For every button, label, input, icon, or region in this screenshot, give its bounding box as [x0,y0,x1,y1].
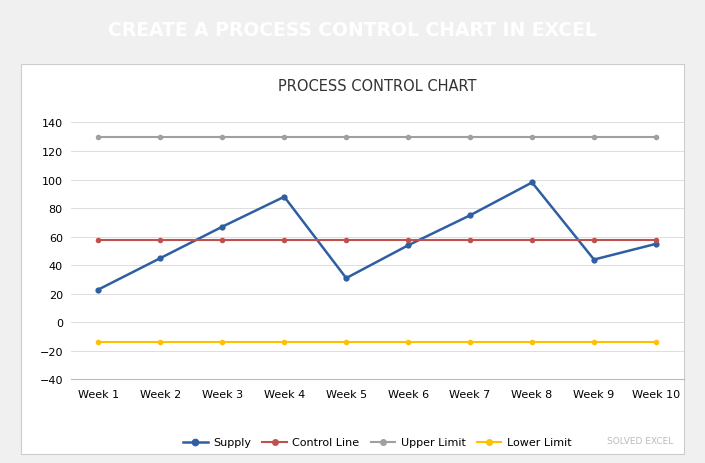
Lower Limit [156,340,164,345]
Upper Limit [466,135,474,140]
Legend: Supply, Control Line, Upper Limit, Lower Limit: Supply, Control Line, Upper Limit, Lower… [179,433,575,452]
Lower Limit [651,340,660,345]
Control Line [280,237,288,243]
Supply [342,276,350,282]
Lower Limit [466,340,474,345]
Supply [280,194,288,200]
Lower Limit [280,340,288,345]
Lower Limit [528,340,537,345]
Supply [590,257,599,263]
Control Line [156,237,164,243]
Control Line [94,237,103,243]
Lower Limit [590,340,599,345]
Lower Limit [218,340,226,345]
Supply [651,242,660,247]
Upper Limit [404,135,412,140]
Control Line [342,237,350,243]
Supply [528,180,537,186]
Supply [94,287,103,293]
Upper Limit [218,135,226,140]
Control Line [466,237,474,243]
Upper Limit [528,135,537,140]
Line: Supply: Supply [95,180,659,293]
Control Line [528,237,537,243]
Control Line [218,237,226,243]
Text: SOLVED EXCEL: SOLVED EXCEL [607,437,673,445]
Lower Limit [94,340,103,345]
Upper Limit [156,135,164,140]
Upper Limit [590,135,599,140]
Lower Limit [404,340,412,345]
Line: Upper Limit: Upper Limit [96,135,658,140]
Upper Limit [94,135,103,140]
Supply [466,213,474,219]
Upper Limit [342,135,350,140]
Upper Limit [280,135,288,140]
Line: Lower Limit: Lower Limit [96,340,658,345]
Supply [404,243,412,249]
Supply [218,225,226,230]
Upper Limit [651,135,660,140]
Control Line [404,237,412,243]
Control Line [590,237,599,243]
Supply [156,256,164,261]
FancyBboxPatch shape [21,65,684,454]
Control Line [651,237,660,243]
Text: CREATE A PROCESS CONTROL CHART IN EXCEL: CREATE A PROCESS CONTROL CHART IN EXCEL [108,21,597,39]
Title: PROCESS CONTROL CHART: PROCESS CONTROL CHART [278,79,477,94]
Line: Control Line: Control Line [96,237,658,243]
Lower Limit [342,340,350,345]
